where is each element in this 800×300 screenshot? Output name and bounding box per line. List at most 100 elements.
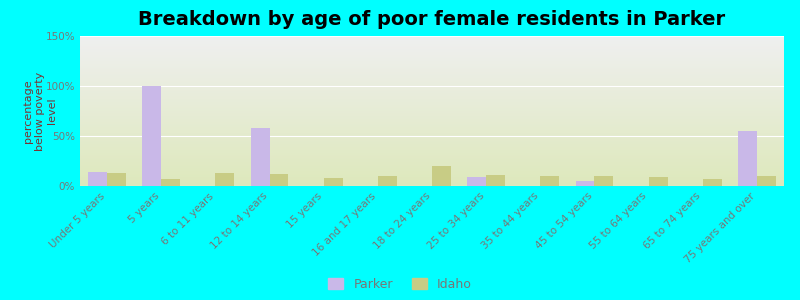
Bar — [80, 180, 784, 181]
Bar — [80, 70, 784, 71]
Bar — [80, 75, 784, 76]
Bar — [80, 87, 784, 88]
Bar — [80, 69, 784, 70]
Bar — [80, 134, 784, 135]
Bar — [80, 159, 784, 160]
Bar — [80, 81, 784, 82]
Bar — [80, 62, 784, 63]
Bar — [80, 99, 784, 100]
Bar — [80, 116, 784, 117]
Bar — [80, 169, 784, 170]
Bar — [649, 177, 667, 186]
Bar — [80, 88, 784, 89]
Bar — [80, 163, 784, 164]
Bar — [142, 86, 162, 186]
Bar — [80, 148, 784, 149]
Y-axis label: percentage
below poverty
level: percentage below poverty level — [23, 71, 57, 151]
Bar — [757, 176, 776, 186]
Bar — [80, 125, 784, 126]
Bar — [80, 98, 784, 99]
Bar — [80, 145, 784, 146]
Bar — [80, 158, 784, 159]
Bar — [80, 96, 784, 97]
Bar — [80, 66, 784, 67]
Bar — [80, 76, 784, 77]
Bar — [80, 101, 784, 102]
Bar — [80, 71, 784, 72]
Bar — [80, 107, 784, 108]
Bar — [80, 152, 784, 153]
Bar — [80, 60, 784, 61]
Bar — [80, 56, 784, 57]
Bar — [80, 40, 784, 41]
Bar — [80, 38, 784, 39]
Bar — [80, 128, 784, 129]
Bar — [80, 147, 784, 148]
Bar — [80, 79, 784, 80]
Bar — [575, 181, 594, 186]
Bar — [80, 135, 784, 136]
Bar — [80, 105, 784, 106]
Bar — [594, 176, 614, 186]
Bar — [324, 178, 342, 186]
Bar — [80, 170, 784, 171]
Bar — [80, 154, 784, 155]
Bar — [80, 161, 784, 162]
Bar — [80, 51, 784, 52]
Bar — [215, 173, 234, 186]
Bar — [80, 42, 784, 43]
Bar — [432, 166, 451, 186]
Bar — [88, 172, 107, 186]
Bar — [80, 122, 784, 123]
Bar — [80, 118, 784, 119]
Bar — [80, 86, 784, 87]
Bar — [80, 61, 784, 62]
Bar — [80, 84, 784, 85]
Bar — [80, 166, 784, 167]
Bar — [80, 108, 784, 109]
Bar — [80, 52, 784, 53]
Bar — [80, 54, 784, 55]
Bar — [80, 46, 784, 47]
Bar — [378, 176, 397, 186]
Bar — [80, 124, 784, 125]
Bar — [80, 160, 784, 161]
Bar — [80, 144, 784, 145]
Bar — [80, 109, 784, 110]
Bar — [80, 63, 784, 64]
Bar — [702, 179, 722, 186]
Bar — [80, 117, 784, 118]
Bar — [80, 181, 784, 182]
Bar — [80, 41, 784, 42]
Bar — [80, 36, 784, 37]
Bar — [80, 37, 784, 38]
Bar — [80, 167, 784, 168]
Bar — [80, 45, 784, 46]
Bar — [80, 113, 784, 114]
Bar — [80, 150, 784, 151]
Bar — [80, 97, 784, 98]
Bar — [80, 50, 784, 51]
Bar — [80, 47, 784, 48]
Bar — [80, 171, 784, 172]
Bar — [80, 140, 784, 141]
Bar — [80, 115, 784, 116]
Bar — [80, 169, 784, 170]
Bar — [80, 92, 784, 93]
Bar — [80, 156, 784, 157]
Bar — [738, 131, 757, 186]
Bar — [80, 94, 784, 95]
Bar — [80, 139, 784, 140]
Bar — [80, 175, 784, 176]
Bar — [80, 131, 784, 132]
Title: Breakdown by age of poor female residents in Parker: Breakdown by age of poor female resident… — [138, 10, 726, 29]
Bar — [80, 153, 784, 154]
Bar — [80, 95, 784, 96]
Bar — [80, 112, 784, 113]
Legend: Parker, Idaho: Parker, Idaho — [329, 278, 471, 291]
Bar — [80, 111, 784, 112]
Bar — [80, 57, 784, 58]
Bar — [80, 68, 784, 69]
Bar — [80, 162, 784, 163]
Bar — [80, 155, 784, 156]
